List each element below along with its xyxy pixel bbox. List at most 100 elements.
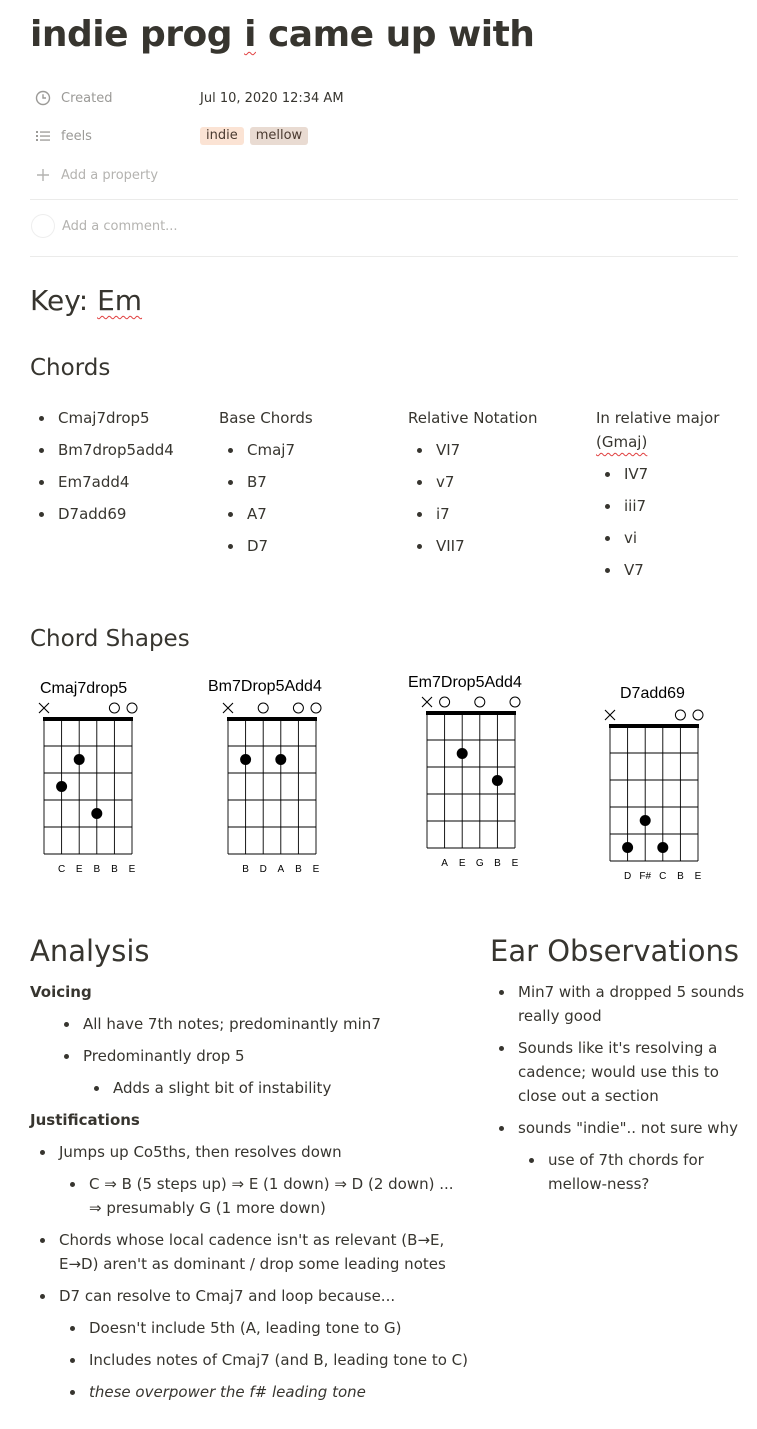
note-label: G <box>476 858 484 869</box>
note-label: B <box>295 864 302 875</box>
note-label: A <box>441 858 448 869</box>
note-label: C <box>659 871 666 882</box>
list-item: V7 <box>596 554 746 586</box>
list-item: Cmaj7 <box>219 434 399 466</box>
clock-icon <box>34 89 52 107</box>
tag-indie[interactable]: indie <box>200 127 244 145</box>
page-title[interactable]: indie prog i came up with <box>30 14 535 55</box>
feels-label: feels <box>61 128 92 144</box>
nut <box>43 717 133 721</box>
note-label: B <box>93 864 100 875</box>
chord-shapes-heading: Chord Shapes <box>30 626 190 652</box>
avatar <box>32 215 54 237</box>
justifications-label: Justifications <box>30 1111 140 1129</box>
analysis-body: Voicing All have 7th notes; predominantl… <box>30 980 470 1412</box>
add-comment-input[interactable]: Add a comment... <box>62 218 178 234</box>
note-label: D <box>260 864 267 875</box>
finger-dot <box>56 781 68 792</box>
list-item: use of 7th chords for mellow-ness? <box>529 1148 750 1196</box>
list-item: Predominantly drop 5 <box>64 1044 470 1068</box>
list-item: IV7 <box>596 458 746 490</box>
list-item: vi <box>596 522 746 554</box>
mute-marker <box>222 702 234 714</box>
text-line: mellow-ness? <box>548 1175 650 1193</box>
list-item: C ⇒ B (5 steps up) ⇒ E (1 down) ⇒ D (2 d… <box>70 1172 470 1220</box>
text-line: use of 7th chords for <box>548 1151 704 1169</box>
relative-header: Relative Notation <box>408 409 538 427</box>
list-item: Doesn't include 5th (A, leading tone to … <box>70 1316 470 1340</box>
finger-dot <box>622 842 634 853</box>
key-heading: Key: Em <box>30 284 142 317</box>
list-item: All have 7th notes; predominantly min7 <box>64 1012 470 1036</box>
chords-heading: Chords <box>30 355 111 381</box>
note-label: D <box>624 871 631 882</box>
chord-name: D7add69 <box>620 685 685 702</box>
open-marker <box>292 702 304 714</box>
feels-tags[interactable]: indie mellow <box>200 127 314 145</box>
relative-notation-column: Relative Notation VI7 v7 i7 VII7 <box>408 402 588 562</box>
open-marker <box>439 696 451 708</box>
relative-major-header-line2: (Gmaj) <box>596 433 648 451</box>
list-item: VI7 <box>408 434 588 466</box>
open-marker <box>509 696 521 708</box>
finger-dot <box>491 775 503 786</box>
list-item: Bm7drop5add4 <box>30 434 210 466</box>
note-label: F# <box>639 871 651 882</box>
chord-name: Cmaj7drop5 <box>40 680 128 697</box>
finger-dot <box>275 754 287 765</box>
divider-top <box>30 199 738 200</box>
chords-column: Cmaj7drop5 Bm7drop5add4 Em7add4 D7add69 <box>30 402 210 530</box>
property-created[interactable]: Created Jul 10, 2020 12:34 AM <box>30 83 738 113</box>
open-marker <box>126 702 138 714</box>
note-label: B <box>242 864 249 875</box>
list-item: D7 can resolve to Cmaj7 and loop because… <box>40 1284 470 1308</box>
base-chords-column: Base Chords Cmaj7 B7 A7 D7 <box>219 402 399 562</box>
list-item: Jumps up Co5ths, then resolves down <box>40 1140 470 1164</box>
note-label: B <box>677 871 684 882</box>
list-item: VII7 <box>408 530 588 562</box>
note-label: E <box>76 864 83 875</box>
add-property-button[interactable]: Add a property <box>30 160 738 190</box>
note-label: C <box>58 864 65 875</box>
key-value: Em <box>97 284 143 317</box>
relative-major-column: In relative major (Gmaj) IV7 iii7 vi V7 <box>596 402 746 586</box>
list-item: Em7add4 <box>30 466 210 498</box>
mute-marker <box>604 709 616 721</box>
list-item: sounds "indie".. not sure why <box>499 1116 750 1140</box>
list-item: Min7 with a dropped 5 sounds really good <box>499 980 750 1028</box>
relative-major-header-line1: In relative major <box>596 409 720 427</box>
title-suffix: came up with <box>255 14 535 55</box>
open-marker <box>674 709 686 721</box>
chord-name: Bm7Drop5Add4 <box>208 678 322 695</box>
list-item: i7 <box>408 498 588 530</box>
property-feels[interactable]: feels indie mellow <box>30 121 738 151</box>
plus-icon <box>34 166 52 184</box>
list-item: these overpower the f# leading tone <box>70 1380 470 1404</box>
text-line: C ⇒ B (5 steps up) ⇒ E (1 down) ⇒ D (2 d… <box>89 1175 454 1193</box>
list-item: B7 <box>219 466 399 498</box>
text-line: Min7 with a dropped 5 sounds <box>518 983 745 1001</box>
created-value: Jul 10, 2020 12:34 AM <box>200 90 344 106</box>
list-item: Cmaj7drop5 <box>30 402 210 434</box>
key-prefix: Key: <box>30 284 98 317</box>
comment-row[interactable]: Add a comment... <box>30 211 738 241</box>
note-label: A <box>277 864 284 875</box>
text-line: Sounds like it's resolving a <box>518 1039 718 1057</box>
list-item: D7add69 <box>30 498 210 530</box>
finger-dot <box>456 748 468 759</box>
list-item: Adds a slight bit of instability <box>94 1076 470 1100</box>
list-item: iii7 <box>596 490 746 522</box>
finger-dot <box>639 815 651 826</box>
open-marker <box>257 702 269 714</box>
nut <box>426 711 516 715</box>
open-marker <box>310 702 322 714</box>
ear-observations-heading: Ear Observations <box>490 934 739 968</box>
text-line: cadence; would use this to <box>518 1063 719 1081</box>
mute-marker <box>421 696 433 708</box>
note-label: E <box>129 864 136 875</box>
text-line: Chords whose local cadence isn't as rele… <box>59 1231 445 1249</box>
tag-mellow[interactable]: mellow <box>249 127 309 145</box>
